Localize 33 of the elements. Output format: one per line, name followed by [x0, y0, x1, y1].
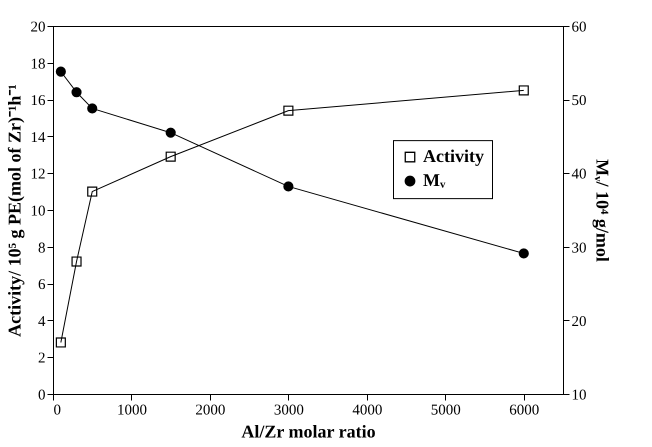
y-tick-label: 20: [30, 20, 46, 36]
y-tick-label: 8: [38, 240, 46, 256]
y-tick-label: 2: [38, 350, 46, 367]
y2-tick-label: 40: [572, 166, 586, 183]
y-tick-label: 6: [38, 277, 46, 294]
point: [56, 337, 66, 348]
point: [518, 248, 529, 258]
x-tick-label: 6000: [509, 402, 540, 418]
y2-tick-label: 50: [572, 93, 586, 110]
legend-label: Mᵥ: [423, 170, 446, 190]
y-tick-label: 10: [30, 204, 46, 220]
y-axis-title: Activity/ 10⁵ g PE(mol of Zr)⁻¹h⁻¹: [4, 84, 24, 337]
y-tick-label: 18: [30, 56, 46, 72]
y-tick-label: 0: [38, 388, 46, 404]
x-tick-label: 2000: [195, 402, 226, 418]
y2-axis-title: Mᵥ/ 10⁴ g/mol: [592, 159, 612, 262]
y-tick-label: 4: [38, 314, 46, 330]
legend-label: Activity: [423, 146, 484, 166]
y-tick-label: 12: [30, 166, 46, 183]
x-tick-label: 4000: [352, 402, 382, 418]
point: [518, 85, 529, 96]
x-tick-label: 3000: [274, 402, 304, 418]
y2-tick-label: 30: [572, 240, 586, 256]
point: [56, 66, 66, 77]
y2-tick-label: 20: [572, 314, 586, 330]
y2-tick-label: 10: [572, 388, 586, 404]
x-tick-label: 5000: [430, 402, 461, 418]
y-tick-label: 16: [30, 93, 46, 110]
x-axis-title: Al/Zr molar ratio: [241, 422, 376, 442]
x-tick-label: 0: [54, 402, 61, 418]
x-tick-label: 1000: [116, 402, 147, 418]
y2-tick-label: 60: [572, 20, 586, 36]
y-tick-label: 14: [30, 130, 46, 146]
